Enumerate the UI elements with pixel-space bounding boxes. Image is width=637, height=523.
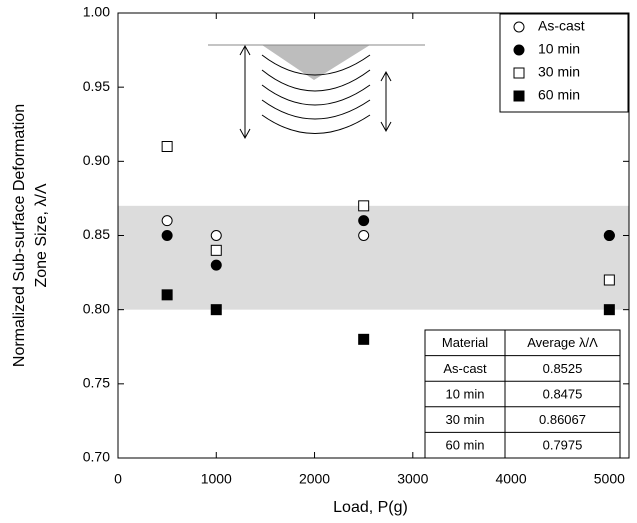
y-tick-label: 0.70 bbox=[83, 449, 110, 465]
band bbox=[118, 205, 629, 310]
point bbox=[603, 304, 615, 316]
x-tick-label: 4000 bbox=[495, 471, 526, 487]
y-tick-label: 0.75 bbox=[83, 375, 110, 391]
point bbox=[358, 215, 370, 227]
x-tick-label: 3000 bbox=[397, 471, 428, 487]
point bbox=[210, 230, 222, 241]
table-cell: 30 min bbox=[445, 412, 484, 427]
legend-label: 30 min bbox=[538, 64, 580, 80]
point bbox=[603, 274, 615, 286]
x-tick-label: 2000 bbox=[299, 471, 330, 487]
point bbox=[358, 333, 370, 345]
legend-marker bbox=[513, 44, 525, 56]
x-tick-label: 1000 bbox=[201, 471, 232, 487]
y-tick-label: 0.80 bbox=[83, 300, 110, 316]
table-cell: 60 min bbox=[445, 438, 484, 453]
table-cell: 0.7975 bbox=[543, 438, 583, 453]
x-tick-label: 5000 bbox=[594, 471, 625, 487]
point bbox=[161, 141, 173, 152]
point bbox=[210, 244, 222, 256]
indenter-diagram bbox=[208, 44, 425, 140]
point bbox=[161, 215, 173, 227]
point bbox=[358, 230, 370, 241]
table-cell: 0.86067 bbox=[539, 412, 586, 427]
point bbox=[161, 230, 173, 241]
table bbox=[424, 329, 621, 459]
legend-label: 60 min bbox=[538, 87, 580, 103]
table-cell: 10 min bbox=[445, 386, 484, 401]
table-header: Material bbox=[442, 335, 488, 350]
x-axis-label: Load, P(g) bbox=[333, 499, 408, 516]
table-header: Average λ/Λ bbox=[527, 335, 598, 350]
table-cell: As-cast bbox=[443, 361, 487, 376]
point bbox=[210, 259, 222, 271]
legend-label: As-cast bbox=[538, 18, 585, 34]
point bbox=[358, 200, 370, 212]
y-tick-label: 0.90 bbox=[83, 152, 110, 168]
y-tick-label: 0.85 bbox=[83, 226, 110, 242]
y-axis-label: Zone Size, λ/Λ bbox=[33, 183, 50, 287]
table-cell: 0.8475 bbox=[543, 386, 583, 401]
x-tick-label: 0 bbox=[114, 471, 122, 487]
point bbox=[210, 304, 222, 316]
legend-label: 10 min bbox=[538, 41, 580, 57]
legend-marker bbox=[513, 67, 525, 79]
legend-marker bbox=[513, 90, 525, 102]
legend-marker bbox=[513, 21, 525, 33]
y-tick-label: 0.95 bbox=[83, 78, 110, 94]
y-tick-label: 1.00 bbox=[83, 4, 110, 20]
y-axis-label: Normalized Sub-surface Deformation bbox=[11, 104, 28, 367]
point bbox=[161, 289, 173, 301]
table-cell: 0.8525 bbox=[543, 361, 583, 376]
point bbox=[603, 230, 615, 241]
